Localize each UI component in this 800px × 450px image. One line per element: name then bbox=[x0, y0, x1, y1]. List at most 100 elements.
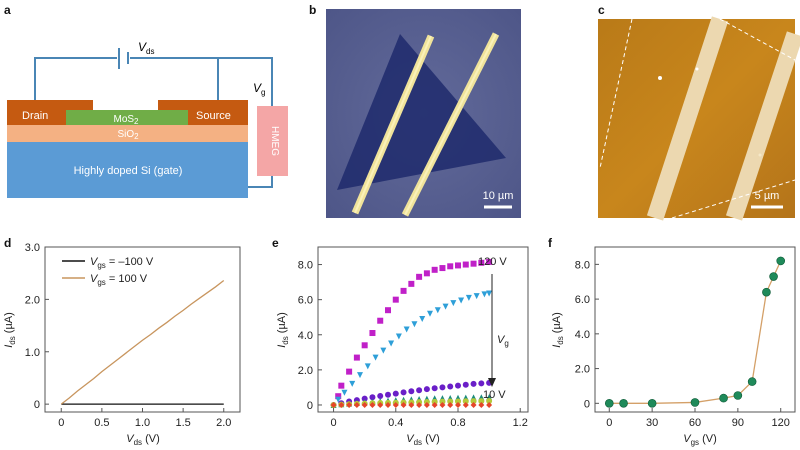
mos2-label: MoS2 bbox=[113, 114, 139, 126]
chart-e-ylabel: Ids (µA) bbox=[276, 312, 290, 348]
data-point-5 bbox=[346, 401, 353, 408]
data-point bbox=[733, 391, 743, 400]
chart-d-series bbox=[60, 280, 225, 405]
data-point-5 bbox=[462, 401, 469, 408]
chart-d-xlabel: Vds (V) bbox=[126, 433, 160, 447]
data-point-4 bbox=[455, 398, 461, 405]
data-point-1 bbox=[481, 291, 488, 298]
data-point-5 bbox=[330, 401, 337, 408]
data-point-0 bbox=[335, 393, 342, 400]
chart-d-legend: Vgs = –100 V Vgs = 100 V bbox=[62, 256, 154, 287]
data-point-0 bbox=[361, 342, 368, 349]
y-tick-label: 3.0 bbox=[25, 242, 40, 254]
y-tick-label: 1.0 bbox=[25, 347, 40, 359]
data-point-5 bbox=[486, 401, 493, 408]
plot-area-border bbox=[44, 246, 241, 413]
data-point-0 bbox=[423, 270, 430, 277]
series-line-1 bbox=[60, 280, 225, 405]
chart-e-xlabel: Vds (V) bbox=[406, 433, 440, 447]
label-120v: 120 V bbox=[478, 256, 507, 268]
data-point-2 bbox=[361, 395, 368, 402]
y-tick-label: 2.0 bbox=[25, 294, 40, 306]
data-point-0 bbox=[470, 260, 477, 267]
data-point-0 bbox=[385, 307, 391, 314]
data-point-2 bbox=[447, 383, 454, 390]
data-point-5 bbox=[408, 401, 415, 408]
data-point-0 bbox=[416, 273, 423, 280]
panel-b-optical-image: b 10 µm bbox=[309, 3, 521, 218]
data-point-0 bbox=[377, 317, 384, 324]
legend-label-pos100: Vgs = 100 V bbox=[90, 273, 148, 287]
y-tick-label: 2.0 bbox=[575, 364, 590, 376]
chart-e-series bbox=[330, 258, 493, 408]
circuit-wires bbox=[34, 57, 273, 188]
data-point-4 bbox=[486, 397, 493, 404]
chart-f-xlabel: Vgs (V) bbox=[683, 433, 717, 447]
chart-d-xticks: 0 0.5 1.0 1.5 2.0 bbox=[58, 408, 231, 429]
data-point-0 bbox=[439, 265, 446, 272]
plot-area-border bbox=[594, 246, 796, 413]
panel-d-chart: d 0 0.5 1.0 1.5 2.0 0 1.0 2.0 3.0 Vgs = –100 V … bbox=[3, 236, 241, 447]
chart-f-series bbox=[604, 256, 786, 408]
panel-label-e: e bbox=[272, 236, 279, 250]
data-point-0 bbox=[455, 262, 461, 269]
data-point-1 bbox=[364, 363, 371, 370]
wire-source bbox=[130, 57, 219, 100]
vg-arrowhead bbox=[488, 378, 496, 387]
data-point-1 bbox=[486, 290, 493, 297]
flake-outline-dashed bbox=[599, 18, 796, 219]
x-tick-label: 0.5 bbox=[94, 417, 109, 429]
x-tick-label: 0 bbox=[58, 417, 64, 429]
data-point bbox=[769, 272, 778, 281]
chart-f-yticks: 0 2.0 4.0 6.0 8.0 bbox=[575, 259, 599, 410]
data-point-1 bbox=[458, 297, 465, 304]
data-point-5 bbox=[431, 401, 438, 408]
data-point-0 bbox=[346, 368, 353, 375]
hmeg-label: HMEG bbox=[269, 126, 280, 156]
data-point-5 bbox=[439, 401, 446, 408]
data-point-0 bbox=[486, 258, 493, 265]
data-point-4 bbox=[462, 398, 469, 405]
x-tick-label: 1.0 bbox=[135, 417, 150, 429]
data-point-0 bbox=[338, 382, 345, 389]
data-point bbox=[647, 399, 657, 408]
data-point-2 bbox=[392, 390, 399, 397]
chart-e-xticks: 0 0.4 0.8 1.2 bbox=[330, 408, 528, 429]
data-point-1 bbox=[380, 347, 387, 354]
chart-d-ylabel: Ids (µA) bbox=[3, 312, 17, 348]
data-point-2 bbox=[455, 382, 461, 389]
data-point-1 bbox=[357, 372, 363, 379]
data-point-5 bbox=[377, 401, 384, 408]
sio2-label: SiO2 bbox=[117, 129, 139, 141]
data-point bbox=[776, 256, 786, 266]
x-tick-label: 1.5 bbox=[175, 417, 190, 429]
data-point-0 bbox=[447, 263, 454, 270]
y-tick-label: 8.0 bbox=[575, 259, 590, 271]
data-point-1 bbox=[372, 354, 379, 361]
data-point-0 bbox=[408, 280, 415, 287]
data-point-2 bbox=[377, 393, 384, 400]
data-point-2 bbox=[439, 384, 446, 391]
y-tick-label: 6.0 bbox=[575, 294, 590, 306]
panel-a-schematic: a Vds Vg Highly doped Si (gate) SiO2 Dra… bbox=[4, 3, 288, 198]
data-point-4 bbox=[478, 398, 485, 405]
data-point-0 bbox=[353, 354, 360, 361]
data-point-5 bbox=[416, 401, 423, 408]
x-tick-label: 0 bbox=[330, 417, 336, 429]
x-tick-label: 30 bbox=[646, 417, 658, 429]
data-point-1 bbox=[473, 293, 480, 300]
data-point-1 bbox=[465, 294, 472, 301]
data-point-0 bbox=[478, 259, 485, 266]
data-point-4 bbox=[447, 398, 454, 405]
data-point-2 bbox=[431, 385, 438, 392]
data-point-1 bbox=[335, 396, 342, 403]
data-point-4 bbox=[470, 398, 477, 405]
data-point-1 bbox=[341, 389, 348, 396]
data-point-1 bbox=[411, 321, 418, 328]
x-tick-label: 1.2 bbox=[513, 417, 528, 429]
chart-d-yticks: 0 1.0 2.0 3.0 bbox=[25, 242, 49, 411]
data-point-2 bbox=[478, 380, 485, 387]
series-line-0 bbox=[609, 260, 782, 404]
data-point-0 bbox=[392, 296, 399, 303]
data-point-5 bbox=[455, 401, 461, 408]
